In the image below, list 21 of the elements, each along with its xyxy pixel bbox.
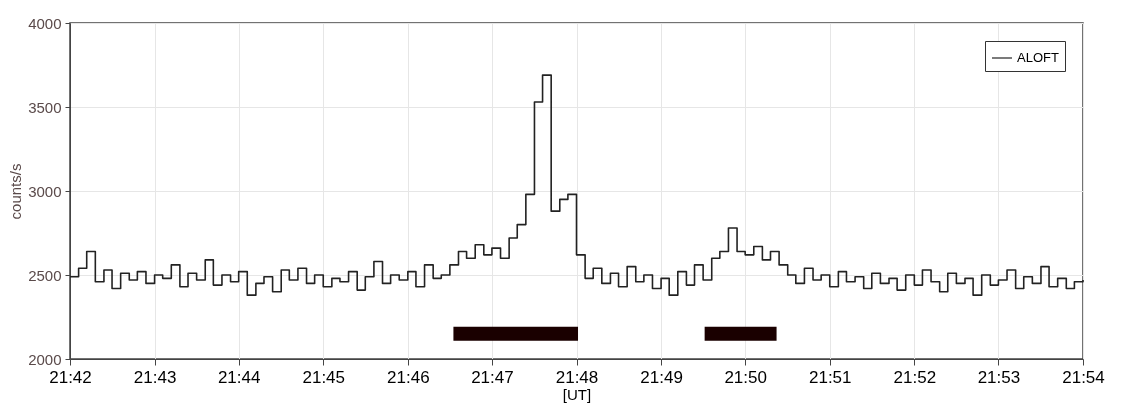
x-tick-label: 21:43 [133,367,177,387]
x-tick-label: 21:46 [387,367,430,387]
y-tick-label: 4000 [28,14,62,32]
x-tick-label: 21:42 [49,367,92,387]
y-tick-label: 3000 [28,182,62,200]
x-tick-label: 21:44 [217,367,261,387]
y-tick-label: 2000 [28,350,62,368]
x-tick-label: 21:47 [471,367,514,387]
x-tick-label: 21:50 [724,367,767,387]
y-tick-label: 2500 [28,266,62,284]
x-tick-label: 21:48 [555,367,599,387]
x-tick-label: 21:52 [893,367,937,387]
y-axis-title: counts/s [7,163,25,220]
y-tick-label: 3500 [28,98,62,116]
x-tick-label: 21:49 [640,367,683,387]
x-tick-label: 21:51 [808,367,852,387]
x-tick-label: 21:54 [1062,367,1105,387]
x-axis-title: [UT] [562,385,592,403]
legend-label: ALOFT [1017,50,1059,65]
x-tick-label: 21:53 [977,367,1021,387]
x-tick-label: 21:45 [302,367,346,387]
